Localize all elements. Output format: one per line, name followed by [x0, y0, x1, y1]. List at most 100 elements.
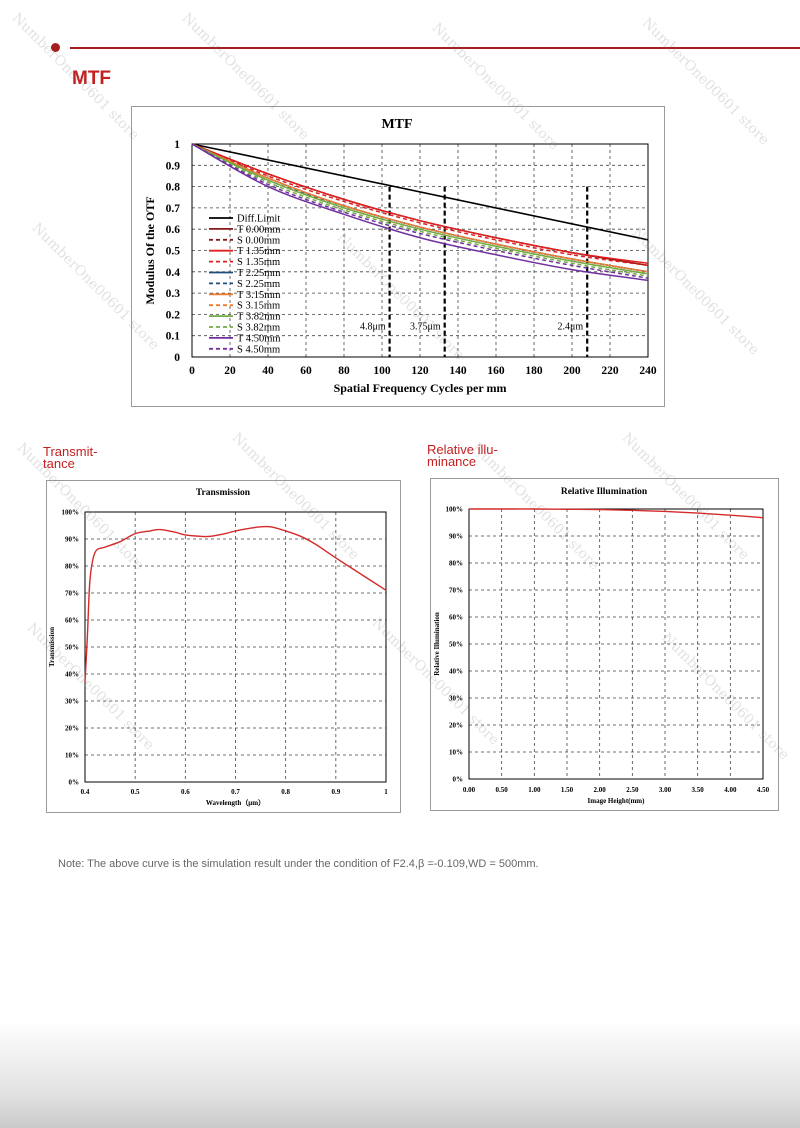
y-tick-label: 0.3	[166, 288, 181, 300]
y-tick-label: 0.4	[166, 267, 181, 279]
x-tick-label: 2.50	[626, 786, 639, 794]
y-tick-label: 0.9	[166, 160, 181, 172]
series-line	[191, 143, 649, 273]
y-tick-label: 0.2	[166, 309, 181, 321]
x-tick-label: 0.9	[331, 788, 340, 796]
x-tick-label: 0.6	[181, 788, 190, 796]
marker-label: 2.4μm	[558, 321, 584, 332]
y-tick-label: 1	[174, 139, 180, 151]
marker-label: 3.75μm	[410, 321, 441, 332]
plot-area	[191, 143, 649, 358]
x-tick-label: 1	[384, 788, 388, 796]
series-line	[191, 143, 649, 241]
x-tick-label: 240	[639, 365, 657, 377]
y-tick-label: 60%	[65, 616, 79, 624]
series-line	[191, 143, 649, 275]
x-tick-label: 160	[487, 365, 505, 377]
x-tick-label: 40	[262, 365, 274, 377]
marker-label: 4.8μm	[360, 321, 386, 332]
y-tick-label: 0.6	[166, 224, 181, 236]
plot-area	[84, 511, 387, 783]
y-tick-label: 0%	[453, 775, 464, 783]
x-axis-label: Wavelength（μm）	[206, 799, 265, 807]
x-tick-label: 4.50	[757, 786, 770, 794]
x-tick-label: 1.50	[561, 786, 574, 794]
y-tick-label: 40%	[65, 670, 79, 678]
legend-label: T 2.25mm	[237, 268, 281, 279]
y-tick-label: 100%	[62, 508, 80, 516]
y-tick-label: 20%	[449, 721, 463, 729]
transmittance-label: Transmit- tance	[43, 444, 98, 471]
y-tick-label: 70%	[449, 586, 463, 594]
y-tick-label: 50%	[449, 640, 463, 648]
x-tick-label: 220	[601, 365, 619, 377]
header-rule	[70, 47, 800, 49]
y-tick-label: 20%	[65, 724, 79, 732]
section-title: MTF	[72, 68, 112, 89]
y-tick-label: 0.8	[166, 182, 181, 194]
chart-title: Relative Illumination	[561, 487, 648, 497]
y-tick-label: 30%	[65, 697, 79, 705]
x-tick-label: 60	[300, 365, 312, 377]
y-tick-label: 30%	[449, 694, 463, 702]
legend-label: S 0.00mm	[237, 235, 280, 246]
plot-area	[468, 508, 764, 780]
mtf-chart-svg: MTF 0 20 40 60 80 100 120 140 160 180 200 220 240 0 0.1…	[143, 117, 657, 395]
legend-label: T 0.00mm	[237, 224, 281, 235]
header-dot	[51, 43, 60, 52]
x-tick-label: 120	[411, 365, 429, 377]
x-tick-label: 180	[525, 365, 543, 377]
series-line	[191, 143, 649, 279]
legend-label: S 3.82mm	[237, 323, 280, 334]
series-line	[84, 525, 387, 683]
y-tick-label: 70%	[65, 589, 79, 597]
x-tick-label: 0	[189, 365, 195, 377]
y-axis-label: Transmission	[48, 627, 56, 667]
chart-title: MTF	[381, 117, 412, 132]
chart-title: Transmission	[196, 488, 251, 498]
x-tick-label: 100	[373, 365, 391, 377]
x-tick-label: 4.00	[724, 786, 737, 794]
x-tick-label: 140	[449, 365, 467, 377]
y-tick-label: 80%	[65, 562, 79, 570]
y-tick-label: 0.5	[166, 246, 181, 258]
x-tick-label: 1.00	[528, 786, 541, 794]
legend-label: T 1.35mm	[237, 246, 281, 257]
x-tick-label: 0.5	[131, 788, 140, 796]
transmission-chart: Transmission 0.4 0.5 0.6 0.7 0.8 0.9 1 0% 10% 20% 3…	[46, 480, 401, 813]
x-axis-label: Image Height(mm)	[588, 797, 646, 805]
y-tick-label: 100%	[446, 505, 464, 513]
y-tick-label: 0.1	[166, 331, 181, 343]
x-tick-label: 0.50	[496, 786, 509, 794]
footnote: Note: The above curve is the simulation …	[58, 858, 539, 870]
x-tick-label: 0.4	[81, 788, 90, 796]
x-tick-label: 200	[563, 365, 581, 377]
x-tick-label: 80	[338, 365, 350, 377]
series-line	[191, 143, 649, 277]
x-tick-label: 0.7	[231, 788, 240, 796]
legend-label: T 3.82mm	[237, 312, 281, 323]
y-tick-label: 0.7	[166, 203, 181, 215]
legend-label: S 3.15mm	[237, 301, 280, 312]
y-tick-label: 80%	[449, 559, 463, 567]
y-tick-label: 10%	[65, 751, 79, 759]
y-tick-label: 0	[174, 352, 180, 364]
y-axis-label: Modulus Of the OTF	[143, 196, 157, 304]
x-tick-label: 3.00	[659, 786, 672, 794]
y-tick-label: 0%	[69, 778, 80, 786]
x-axis-label: Spatial Frequency Cycles per mm	[334, 381, 507, 395]
bottom-fade	[0, 1020, 800, 1128]
illumination-chart: Relative Illumination 0.00 0.50 1.00 1.50 2.0…	[430, 478, 779, 811]
y-tick-label: 50%	[65, 643, 79, 651]
x-tick-label: 0.8	[281, 788, 290, 796]
legend-label: T 3.15mm	[237, 290, 281, 301]
legend-label: S 1.35mm	[237, 257, 280, 268]
x-tick-label: 3.50	[692, 786, 705, 794]
y-tick-label: 60%	[449, 613, 463, 621]
legend-label: S 2.25mm	[237, 279, 280, 290]
y-tick-label: 90%	[65, 535, 79, 543]
x-tick-label: 0.00	[463, 786, 476, 794]
y-tick-label: 10%	[449, 748, 463, 756]
legend-label: S 4.50mm	[237, 344, 280, 355]
